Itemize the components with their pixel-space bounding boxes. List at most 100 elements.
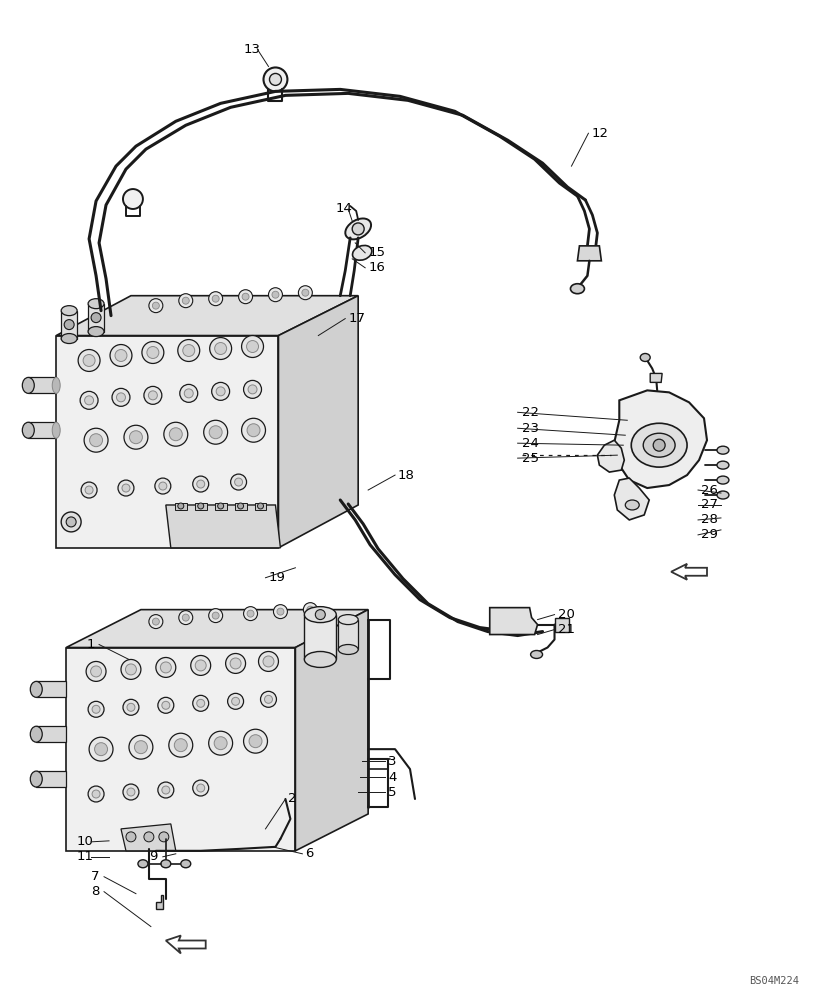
Polygon shape — [304, 615, 336, 659]
Text: 28: 28 — [701, 513, 718, 526]
Circle shape — [246, 341, 259, 352]
Text: BS04M224: BS04M224 — [749, 976, 798, 986]
Circle shape — [316, 610, 325, 620]
Polygon shape — [615, 390, 707, 488]
Circle shape — [115, 350, 127, 361]
Circle shape — [272, 291, 279, 298]
Ellipse shape — [161, 860, 171, 868]
Circle shape — [226, 653, 246, 673]
Circle shape — [179, 294, 193, 308]
Circle shape — [185, 389, 194, 398]
Circle shape — [124, 425, 147, 449]
Polygon shape — [597, 440, 625, 472]
Circle shape — [180, 384, 198, 402]
Polygon shape — [156, 895, 163, 909]
Circle shape — [241, 336, 264, 357]
Circle shape — [89, 737, 113, 761]
Circle shape — [208, 292, 222, 306]
Circle shape — [208, 731, 232, 755]
Ellipse shape — [30, 771, 42, 787]
Circle shape — [303, 603, 317, 617]
Polygon shape — [338, 620, 358, 649]
Ellipse shape — [717, 491, 729, 499]
Circle shape — [126, 832, 136, 842]
Text: 12: 12 — [592, 127, 608, 140]
Circle shape — [129, 431, 143, 444]
Ellipse shape — [644, 433, 675, 457]
Circle shape — [263, 656, 274, 667]
Circle shape — [208, 609, 222, 623]
Circle shape — [241, 418, 265, 442]
Ellipse shape — [30, 726, 42, 742]
Polygon shape — [489, 608, 537, 635]
Polygon shape — [28, 377, 56, 393]
Circle shape — [125, 664, 137, 675]
Circle shape — [85, 396, 94, 405]
Text: 10: 10 — [76, 835, 93, 848]
Circle shape — [110, 345, 132, 366]
Polygon shape — [215, 503, 227, 510]
Polygon shape — [295, 610, 368, 851]
Circle shape — [164, 422, 188, 446]
Circle shape — [88, 701, 104, 717]
Circle shape — [149, 299, 163, 313]
Circle shape — [88, 786, 104, 802]
Circle shape — [129, 735, 153, 759]
Text: 11: 11 — [76, 850, 93, 863]
Text: 9: 9 — [149, 850, 157, 863]
Circle shape — [121, 659, 141, 679]
Circle shape — [127, 703, 135, 711]
Ellipse shape — [338, 615, 358, 625]
Circle shape — [162, 786, 170, 794]
Ellipse shape — [345, 218, 371, 239]
Text: 27: 27 — [701, 498, 718, 511]
Circle shape — [265, 695, 273, 703]
Circle shape — [92, 790, 100, 798]
Circle shape — [144, 386, 162, 404]
Circle shape — [231, 474, 246, 490]
Text: 25: 25 — [522, 452, 539, 465]
Circle shape — [247, 610, 254, 617]
Circle shape — [232, 697, 240, 705]
Ellipse shape — [304, 651, 336, 667]
Circle shape — [178, 503, 184, 509]
Ellipse shape — [338, 645, 358, 654]
Circle shape — [235, 478, 242, 486]
Circle shape — [197, 699, 204, 707]
Text: 22: 22 — [522, 406, 539, 419]
Circle shape — [195, 660, 206, 671]
Circle shape — [242, 293, 249, 300]
Circle shape — [244, 380, 261, 398]
Circle shape — [169, 733, 193, 757]
Circle shape — [264, 67, 288, 91]
Text: 4: 4 — [388, 771, 396, 784]
Circle shape — [197, 480, 204, 488]
Circle shape — [148, 391, 157, 400]
Circle shape — [147, 347, 159, 358]
Text: 6: 6 — [306, 847, 314, 860]
Circle shape — [653, 439, 665, 451]
Circle shape — [144, 832, 154, 842]
Circle shape — [237, 503, 244, 509]
Circle shape — [230, 658, 241, 669]
Circle shape — [239, 290, 252, 304]
Circle shape — [61, 512, 81, 532]
Polygon shape — [88, 304, 104, 332]
Text: 29: 29 — [701, 528, 718, 541]
Polygon shape — [66, 610, 368, 648]
Circle shape — [92, 705, 100, 713]
Circle shape — [193, 780, 208, 796]
Circle shape — [95, 743, 107, 756]
Circle shape — [182, 297, 190, 304]
Circle shape — [66, 517, 76, 527]
Circle shape — [277, 608, 284, 615]
Circle shape — [123, 699, 139, 715]
Circle shape — [116, 393, 125, 402]
Text: 17: 17 — [349, 312, 365, 325]
Circle shape — [197, 784, 204, 792]
Ellipse shape — [717, 461, 729, 469]
Polygon shape — [36, 726, 66, 742]
Circle shape — [91, 313, 101, 323]
Ellipse shape — [640, 353, 650, 361]
Ellipse shape — [180, 860, 190, 868]
